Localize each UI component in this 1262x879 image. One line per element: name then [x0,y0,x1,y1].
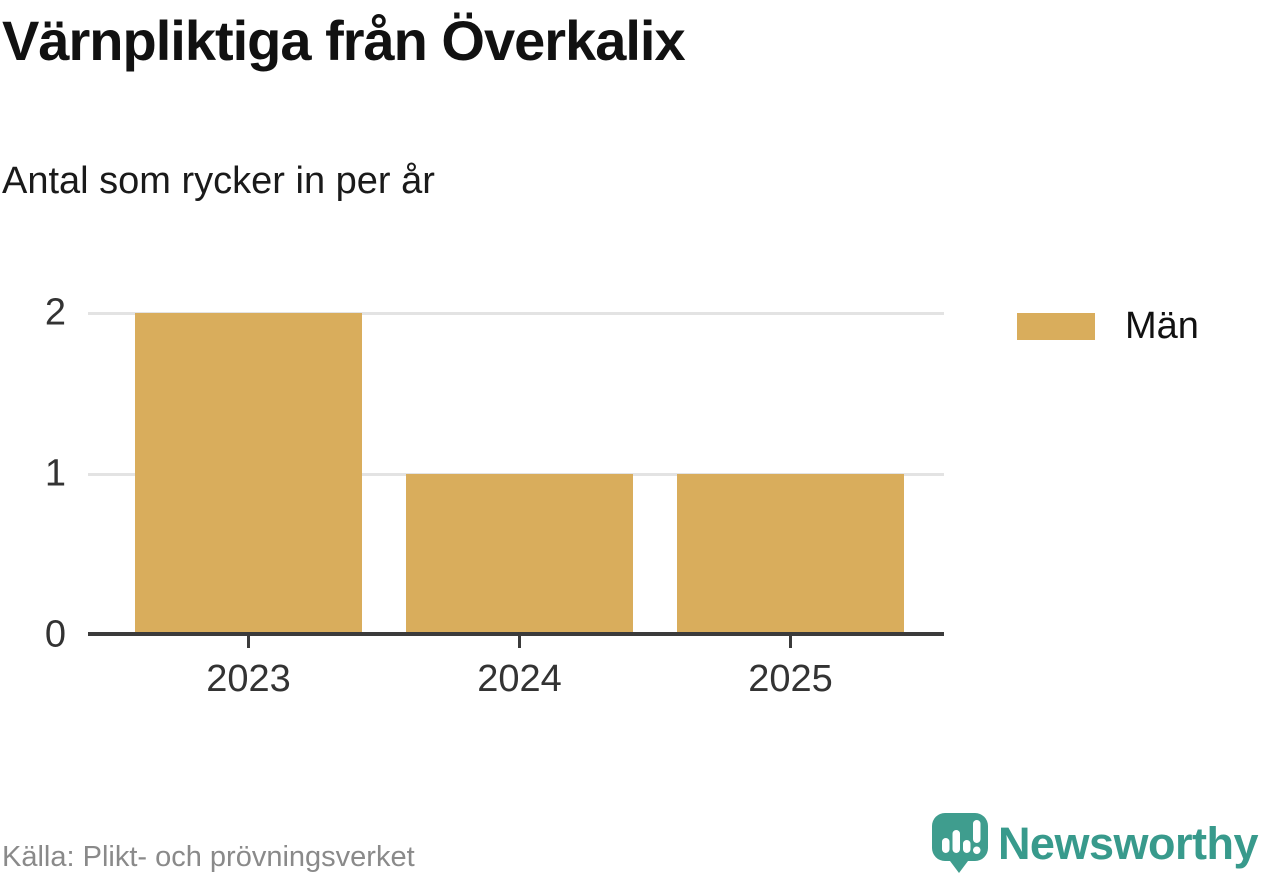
bar-2025 [677,474,904,635]
newsworthy-logo-text: Newsworthy [997,817,1259,869]
x-tick-2025 [789,636,792,648]
legend-label-man: Män [1125,305,1199,347]
x-axis-baseline [88,632,944,636]
y-tick-label-1: 1 [44,452,66,495]
x-tick-label-2025: 2025 [748,658,833,700]
source-caption: Källa: Plikt- och prövningsverket [2,841,415,873]
newsworthy-logo-icon [931,813,988,874]
chart-subtitle: Antal som rycker in per år [2,160,435,202]
x-tick-2024 [518,636,521,648]
gridline-y2 [88,311,944,315]
x-tick-label-2023: 2023 [206,658,291,700]
legend-swatch-man [1017,313,1095,340]
plot-area [88,311,944,635]
bar-2023 [135,313,362,635]
x-tick-label-2024: 2024 [477,658,562,700]
y-axis: 0 1 2 [0,292,66,656]
legend: Män [1017,305,1199,348]
chart-title: Värnpliktiga från Överkalix [2,9,686,72]
newsworthy-logo: Newsworthy [931,813,1259,874]
x-tick-2023 [247,636,250,648]
x-axis: 2023 2024 2025 [88,636,944,706]
bar-2024 [406,474,633,635]
y-tick-label-0: 0 [44,613,66,656]
y-tick-label-2: 2 [44,291,66,334]
